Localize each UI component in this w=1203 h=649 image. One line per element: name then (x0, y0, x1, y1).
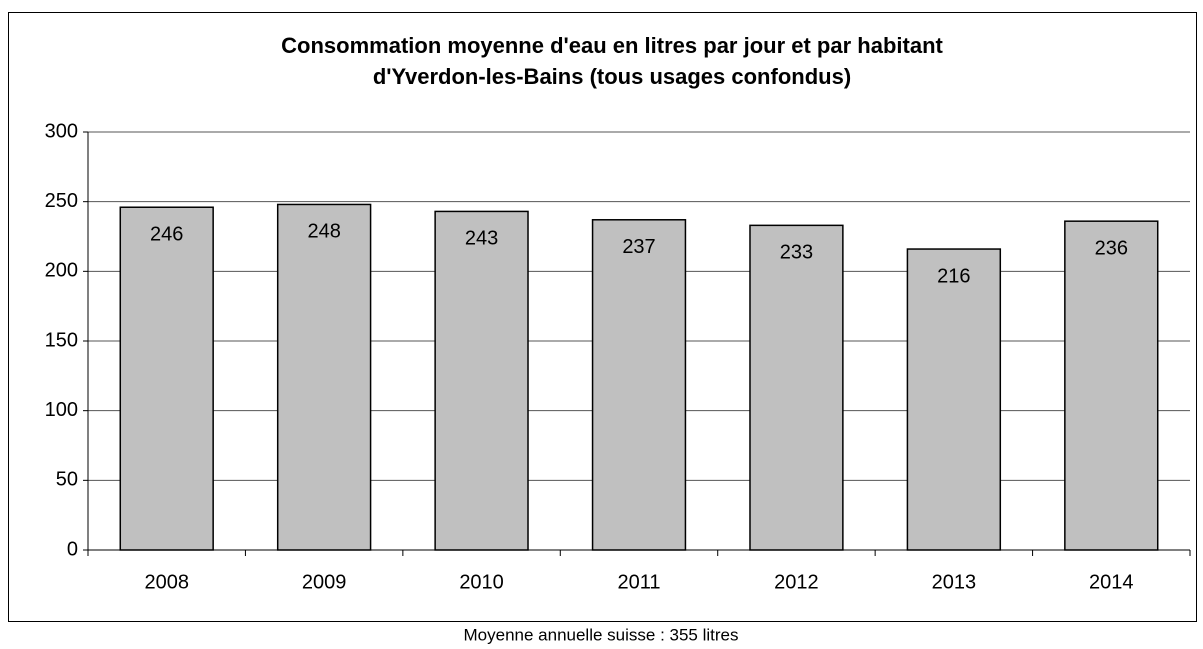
data-label: 243 (465, 228, 498, 250)
x-tick-label: 2011 (617, 571, 660, 593)
data-label: 237 (622, 236, 655, 258)
bar (906, 248, 1002, 551)
chart-title: Consommation moyenne d'eau en litres par… (281, 33, 943, 58)
bar (434, 210, 529, 551)
bar (276, 203, 372, 551)
caption: Moyenne annuelle suisse : 355 litres (464, 625, 739, 644)
y-tick-label: 0 (67, 538, 78, 560)
data-label: 236 (1095, 237, 1128, 259)
x-tick-label: 2012 (774, 571, 819, 593)
y-tick-label: 150 (45, 329, 78, 351)
y-tick-label: 200 (45, 260, 78, 282)
y-tick-label: 100 (45, 399, 78, 421)
x-tick-label: 2009 (302, 571, 347, 593)
bar (1064, 220, 1159, 551)
y-tick-label: 250 (45, 190, 78, 212)
x-tick-label: 2010 (459, 571, 504, 593)
bar (119, 206, 214, 551)
data-label: 216 (937, 265, 970, 287)
y-tick-label: 300 (45, 120, 78, 142)
data-label: 248 (307, 221, 340, 243)
data-label: 246 (150, 224, 183, 246)
bar (591, 219, 687, 551)
bar (749, 224, 844, 551)
chart-title: d'Yverdon-les-Bains (tous usages confond… (373, 64, 851, 89)
data-label: 233 (780, 242, 813, 264)
x-tick-label: 2013 (932, 571, 977, 593)
y-tick-label: 50 (56, 469, 78, 491)
x-tick-label: 2008 (144, 571, 189, 593)
x-tick-label: 2014 (1089, 571, 1134, 593)
